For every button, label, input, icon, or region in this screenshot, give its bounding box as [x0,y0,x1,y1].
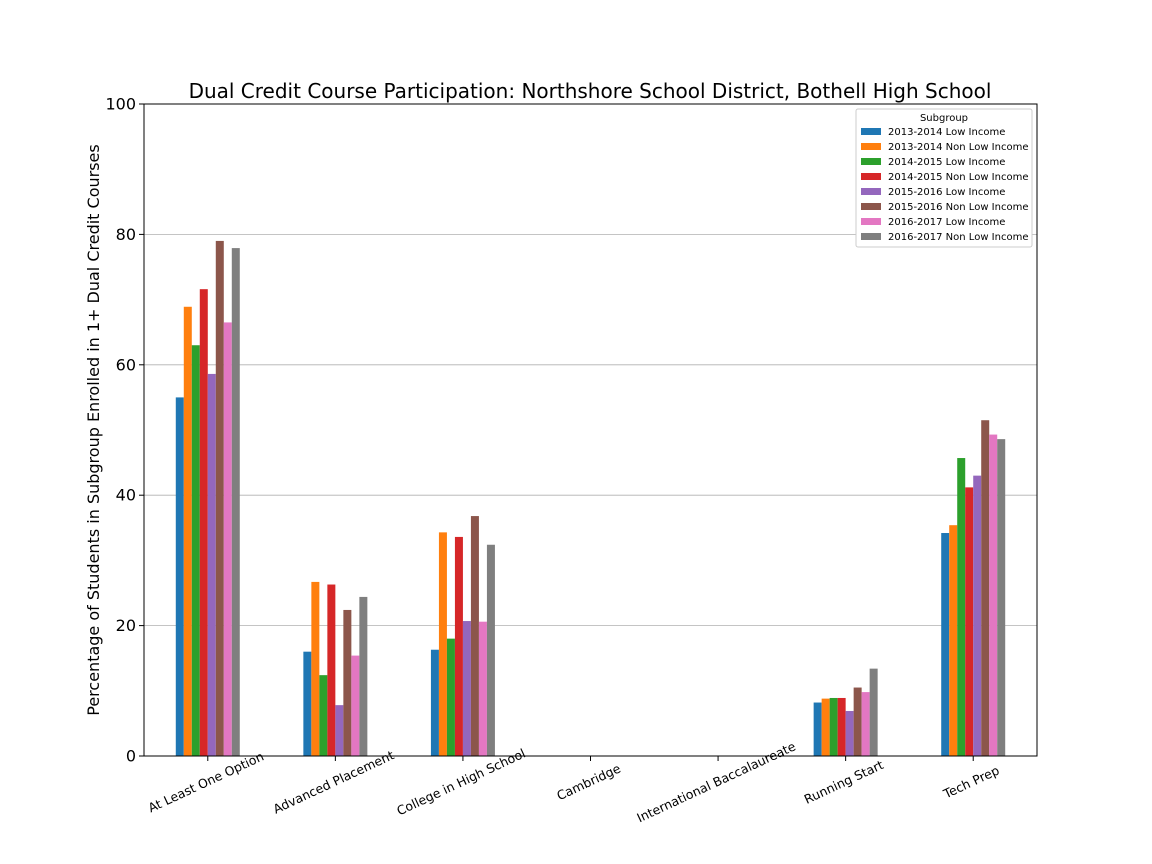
bar [231,248,240,757]
bar [845,711,854,756]
y-axis-label: Percentage of Students in Subgroup Enrol… [84,144,103,715]
x-tick-label: At Least One Option [146,749,266,816]
bar [335,705,344,756]
legend-entry: 2015-2016 Low Income [888,187,1005,198]
bar [183,306,192,756]
legend-swatch [861,233,881,240]
bar [813,702,822,756]
bar [430,649,439,756]
bar [303,651,312,756]
y-tick-label: 20 [116,616,136,635]
bar [869,668,878,756]
legend-entry: 2015-2016 Non Low Income [888,202,1028,213]
bar [446,638,455,756]
y-tick-label: 0 [126,747,136,766]
legend-swatch [861,188,881,195]
bar [965,487,974,756]
legend-title: Subgroup [920,113,968,124]
legend-swatch [861,128,881,135]
bar [319,675,328,756]
bar [829,697,838,756]
x-tick-label: Advanced Placement [271,747,397,816]
bar [853,687,862,756]
legend-entry: 2016-2017 Non Low Income [888,232,1028,243]
legend-entry: 2014-2015 Low Income [888,157,1005,168]
bar [462,621,471,756]
bar [191,345,200,756]
bar [941,533,950,756]
bar [215,240,224,757]
bar [989,434,998,756]
legend-swatch [861,173,881,180]
bar [438,532,447,756]
legend-entry: 2014-2015 Non Low Income [888,172,1028,183]
y-tick-label: 100 [105,95,136,114]
bar [981,420,990,756]
x-tick-label: Tech Prep [940,762,1001,801]
gridlines [144,233,1037,626]
bar [837,697,846,756]
legend-swatch [861,218,881,225]
x-tick-label: Running Start [802,757,886,807]
x-tick-label: International Baccalaureate [634,738,798,825]
bar [223,322,232,756]
bar [343,609,352,756]
bar [486,544,495,756]
bar [175,397,184,756]
legend-frame [855,108,1033,248]
bar [327,584,336,756]
chart-title: Dual Credit Course Participation: Norths… [189,79,992,103]
x-tick-label: Cambridge [554,760,623,803]
y-tick-label: 60 [116,355,136,374]
bar [861,692,870,756]
bar [359,596,368,756]
bar [478,621,487,756]
bar [470,516,479,756]
bar [821,698,830,756]
bar [949,525,958,756]
bar [454,536,463,756]
y-axis-ticks: 0 20 40 60 80 100 [105,95,144,766]
legend-entry: 2013-2014 Low Income [888,127,1005,138]
legend: Subgroup 2013-2014 Low Income 2013-2014 No… [855,108,1033,248]
legend-entry: 2016-2017 Low Income [888,217,1005,228]
y-tick-label: 80 [116,225,136,244]
bar [973,475,982,756]
bar [199,289,208,756]
legend-swatch [861,143,881,150]
bar [997,439,1006,756]
bars [175,240,1006,757]
y-tick-label: 40 [116,486,136,505]
legend-swatch [861,158,881,165]
bar [351,655,360,756]
legend-entry: 2013-2014 Non Low Income [888,142,1028,153]
bar [311,581,320,756]
bar [207,373,216,756]
legend-swatch [861,203,881,210]
bar [957,458,966,756]
